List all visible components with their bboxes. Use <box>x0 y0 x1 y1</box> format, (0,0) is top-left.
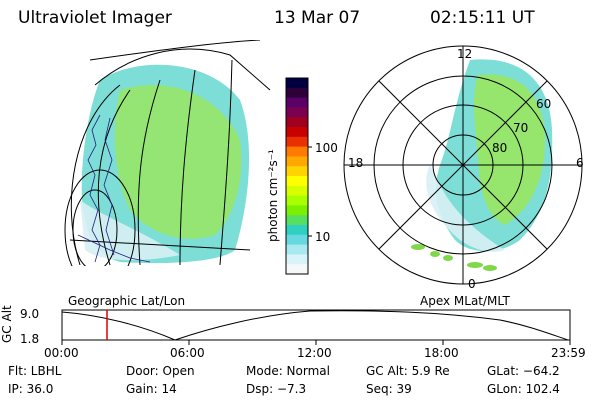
colorbar-band <box>286 166 308 177</box>
colorbar-band <box>286 225 308 236</box>
colorbar-band <box>286 185 308 197</box>
status-glon: GLon: 102.4 <box>487 382 560 396</box>
timeline-frame <box>61 309 571 341</box>
colorbar-band <box>286 254 308 265</box>
right-panel-caption: Apex MLat/MLT <box>420 294 510 308</box>
status-gain: Gain: 14 <box>126 382 177 396</box>
date-label: 13 Mar 07 <box>274 8 361 28</box>
status-gc-alt: GC Alt: 5.9 Re <box>366 364 450 378</box>
geographic-map <box>64 40 271 266</box>
status-ip: IP: 36.0 <box>8 382 54 396</box>
colorbar-band <box>286 146 308 157</box>
timeline-plot <box>61 309 571 345</box>
aurora-patches <box>411 244 497 271</box>
status-door: Door: Open <box>126 364 195 378</box>
color-bar <box>285 77 312 275</box>
status-seq: Seq: 39 <box>366 382 412 396</box>
mlt-label-18: 18 <box>348 156 364 170</box>
mlat-label-80: 80 <box>492 141 508 155</box>
left-panel-caption: Geographic Lat/Lon <box>68 294 186 308</box>
instrument-title: Ultraviolet Imager <box>18 8 172 28</box>
timeline-x-tick-2359: 23:59 <box>551 346 586 360</box>
polar-plot <box>343 45 583 285</box>
aurora-bright-left <box>114 85 242 239</box>
status-glat: GLat: −64.2 <box>487 364 560 378</box>
timeline-x-tick-0000: 00:00 <box>44 346 79 360</box>
colorbar-band <box>286 215 308 226</box>
mlt-label-6: 6 <box>576 156 584 170</box>
mlt-label-12: 12 <box>457 47 473 61</box>
colorbar-band <box>286 205 308 216</box>
colorbar-tick-10: 10 <box>315 230 331 244</box>
colorbar-band <box>286 78 308 89</box>
colorbar-tick-100: 100 <box>315 141 338 155</box>
colorbar-band <box>286 107 308 118</box>
colorbar-unit-label: photon cm⁻²s⁻¹ <box>266 149 280 242</box>
timeline-x-tick-0600: 06:00 <box>170 346 205 360</box>
colorbar-band <box>286 117 308 128</box>
colorbar-band <box>286 97 308 108</box>
timeline-y-title: GC Alt <box>0 305 14 343</box>
mlat-label-60: 60 <box>536 97 552 111</box>
mlt-label-0: 0 <box>468 277 476 291</box>
colorbar-band <box>286 244 308 255</box>
colorbar-band <box>286 264 308 275</box>
time-label: 02:15:11 UT <box>430 8 535 28</box>
coastlines <box>77 114 151 263</box>
status-mode: Mode: Normal <box>246 364 330 378</box>
colorbar-band <box>286 176 308 187</box>
status-dsp: Dsp: −7.3 <box>246 382 307 396</box>
colorbar-band <box>286 127 308 138</box>
colorbar-band <box>286 136 308 148</box>
graticule <box>64 40 271 266</box>
status-flt: Flt: LBHL <box>8 364 62 378</box>
timeline-y-tick-9: 9.0 <box>20 307 40 321</box>
colorbar-band <box>286 234 308 246</box>
timeline-x-tick-1800: 18:00 <box>424 346 459 360</box>
polar-diagonal-2 <box>378 80 548 250</box>
colorbar-band <box>286 156 308 167</box>
timeline-y-tick-1.8: 1.8 <box>20 332 40 346</box>
mlat-label-70: 70 <box>513 121 529 135</box>
orbit-altitude-curve <box>61 310 569 341</box>
colorbar-band <box>286 195 308 206</box>
timeline-x-tick-1200: 12:00 <box>297 346 332 360</box>
colorbar-band <box>286 87 308 99</box>
